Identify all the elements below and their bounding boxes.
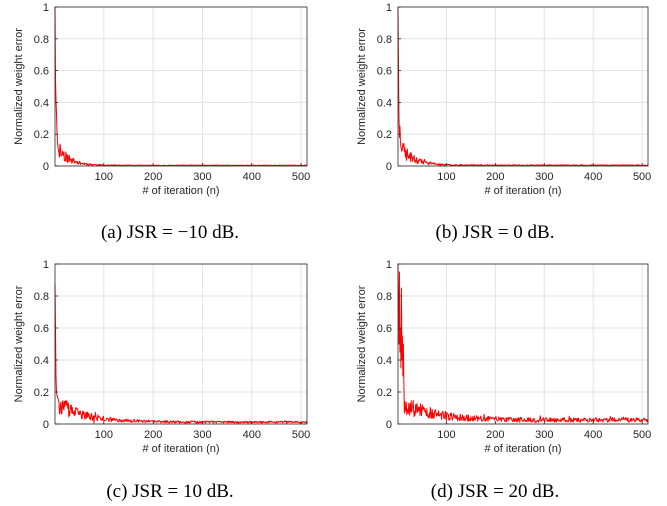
x-tick-label: 500	[633, 429, 651, 441]
y-axis-label: Normalized weight error	[356, 28, 368, 145]
y-axis-label: Normalized weight error	[13, 28, 25, 145]
plot-area	[398, 264, 648, 424]
axes-frame	[397, 6, 649, 167]
y-tick-label: 0.4	[377, 355, 392, 367]
x-tick-label: 300	[193, 171, 211, 183]
x-tick-label: 200	[144, 429, 162, 441]
series-line	[397, 6, 649, 167]
caption-d: (d) JSR = 20 dB.	[430, 481, 560, 502]
y-tick-label: 0	[386, 161, 392, 173]
y-tick-label: 1	[43, 2, 49, 14]
plot-area	[398, 7, 648, 166]
y-tick-label: 0.6	[377, 323, 392, 335]
y-tick-label: 0.8	[377, 291, 392, 303]
series-line	[54, 6, 308, 167]
x-tick-label: 200	[144, 171, 162, 183]
y-tick-label: 0.4	[34, 355, 49, 367]
y-tick-label: 0.6	[34, 66, 49, 78]
y-tick-label: 0.4	[34, 97, 49, 109]
y-tick-label: 0.2	[377, 387, 392, 399]
y-tick-label: 0.4	[377, 97, 392, 109]
chart-d: 100 200 300 400 500 0 0.2 0.4 0.6 0.8 1 # of iterat…	[356, 259, 651, 455]
series-line	[397, 263, 649, 423]
plot-area	[55, 7, 307, 166]
y-tick-label: 0.6	[34, 323, 49, 335]
caption-b: (b) JSR = 0 dB.	[435, 222, 555, 243]
series-line	[54, 283, 308, 425]
chart-c: 100 200 300 400 500 0 0.2 0.4 0.6 0.8 1 # of iterat…	[13, 259, 310, 455]
x-tick-label: 100	[95, 429, 113, 441]
y-tick-label: 1	[386, 259, 392, 271]
y-tick-label: 0.8	[34, 291, 49, 303]
x-tick-label: 400	[584, 171, 602, 183]
x-axis-label: # of iteration (n)	[142, 443, 219, 455]
x-tick-label: 500	[292, 171, 310, 183]
y-tick-label: 1	[386, 2, 392, 14]
chart-a: 100 200 300 400 500 0 0.2 0.4 0.6 0.8 1 # of iterat…	[13, 2, 310, 197]
x-tick-label: 100	[437, 171, 455, 183]
caption-c: (c) JSR = 10 dB.	[106, 481, 234, 502]
x-tick-label: 100	[437, 429, 455, 441]
y-axis-label: Normalized weight error	[356, 285, 368, 402]
x-tick-label: 500	[292, 429, 310, 441]
y-tick-label: 0.2	[34, 129, 49, 141]
x-axis-label: # of iteration (n)	[484, 185, 561, 197]
x-tick-label: 300	[535, 429, 553, 441]
x-tick-label: 300	[535, 171, 553, 183]
x-axis-label: # of iteration (n)	[484, 443, 561, 455]
x-tick-label: 500	[633, 171, 651, 183]
x-tick-label: 400	[584, 429, 602, 441]
y-tick-label: 0.2	[377, 129, 392, 141]
axes-frame	[54, 263, 308, 425]
y-tick-label: 0.6	[377, 66, 392, 78]
axes-frame	[397, 263, 649, 425]
x-tick-label: 100	[95, 171, 113, 183]
x-tick-label: 400	[243, 429, 261, 441]
y-tick-label: 0	[43, 419, 49, 431]
caption-a: (a) JSR = −10 dB.	[100, 222, 240, 243]
y-tick-label: 0.2	[34, 387, 49, 399]
y-tick-label: 0	[43, 161, 49, 173]
x-tick-label: 400	[243, 171, 261, 183]
y-tick-label: 0.8	[377, 34, 392, 46]
x-tick-label: 200	[486, 171, 504, 183]
y-tick-label: 0	[386, 419, 392, 431]
chart-b: 100 200 300 400 500 0 0.2 0.4 0.6 0.8 1 # of iterat…	[356, 2, 651, 197]
x-tick-label: 200	[486, 429, 504, 441]
x-axis-label: # of iteration (n)	[142, 185, 219, 197]
plot-area	[55, 264, 307, 424]
x-tick-label: 300	[193, 429, 211, 441]
y-tick-label: 1	[43, 259, 49, 271]
axes-frame	[54, 6, 308, 167]
y-axis-label: Normalized weight error	[13, 285, 25, 402]
y-tick-label: 0.8	[34, 34, 49, 46]
